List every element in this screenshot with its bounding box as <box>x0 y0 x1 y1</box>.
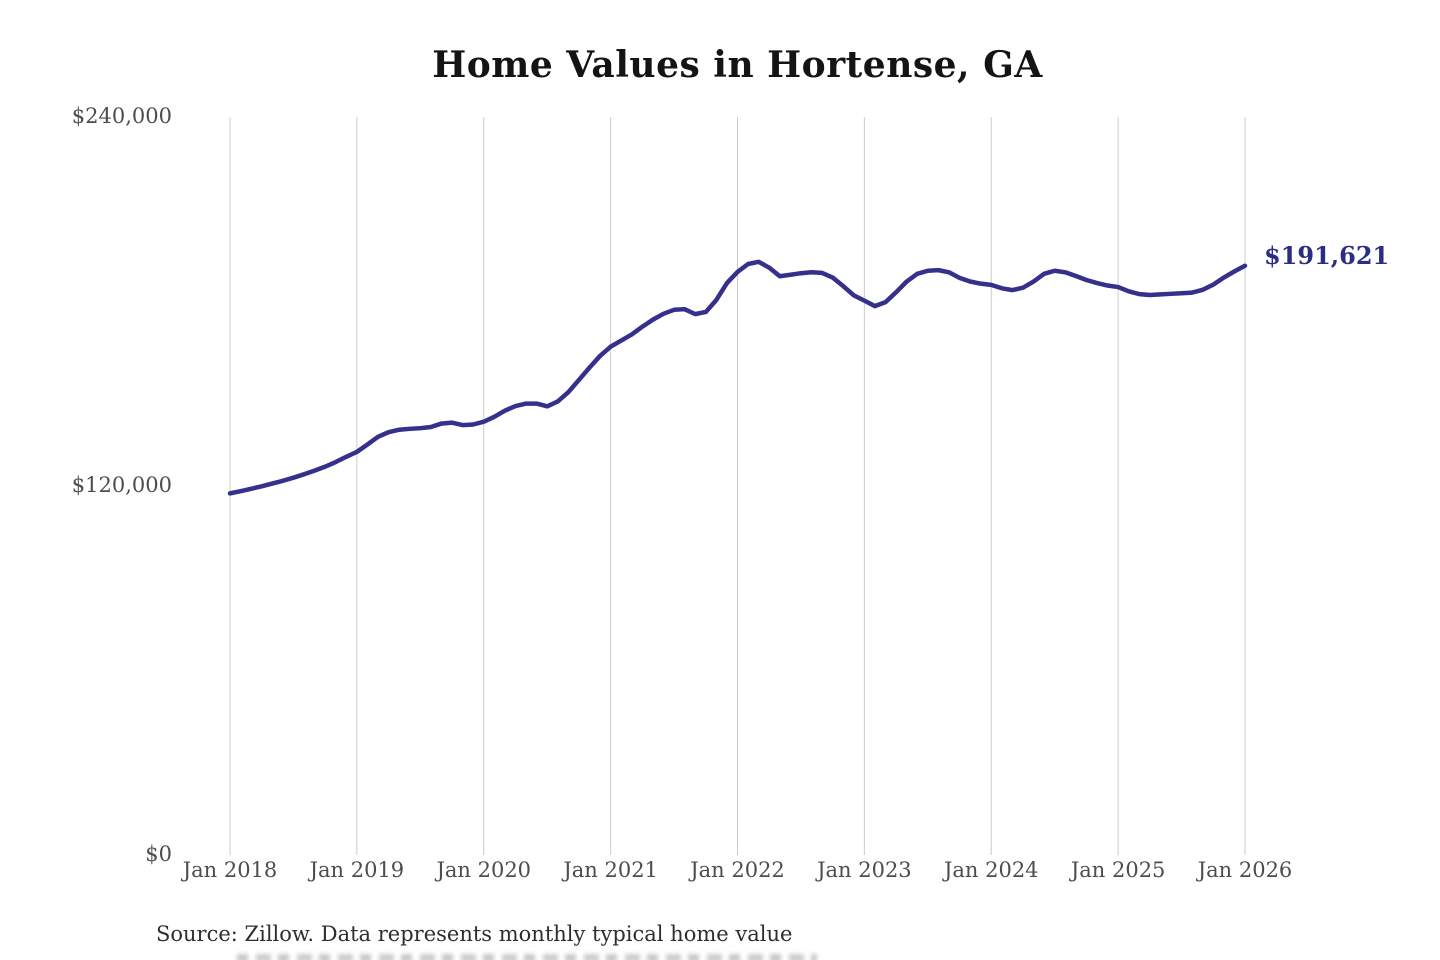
home-value-line <box>227 259 1248 496</box>
chart-title: Home Values in Hortense, GA <box>432 44 1043 86</box>
gridlines-group <box>229 117 1246 855</box>
x-tick-label: Jan 2026 <box>1197 858 1293 882</box>
x-tick-label: Jan 2020 <box>436 858 532 882</box>
x-tick-label: Jan 2025 <box>1070 858 1166 882</box>
latest-value-label: $191,621 <box>1264 241 1390 270</box>
y-tick-label: $120,000 <box>71 473 172 498</box>
source-note: Source: Zillow. Data represents monthly … <box>156 922 793 946</box>
cutoff-text-strip <box>237 954 817 960</box>
x-tick-label: Jan 2022 <box>690 858 785 882</box>
x-tick-label: Jan 2019 <box>309 858 405 882</box>
x-tick-label: Jan 2018 <box>182 858 278 882</box>
x-tick-label: Jan 2021 <box>563 858 658 882</box>
x-tick-label: Jan 2024 <box>943 858 1039 882</box>
y-tick-label: $0 <box>145 842 172 867</box>
x-tick-label: Jan 2023 <box>817 858 912 882</box>
y-tick-label: $240,000 <box>71 104 172 129</box>
